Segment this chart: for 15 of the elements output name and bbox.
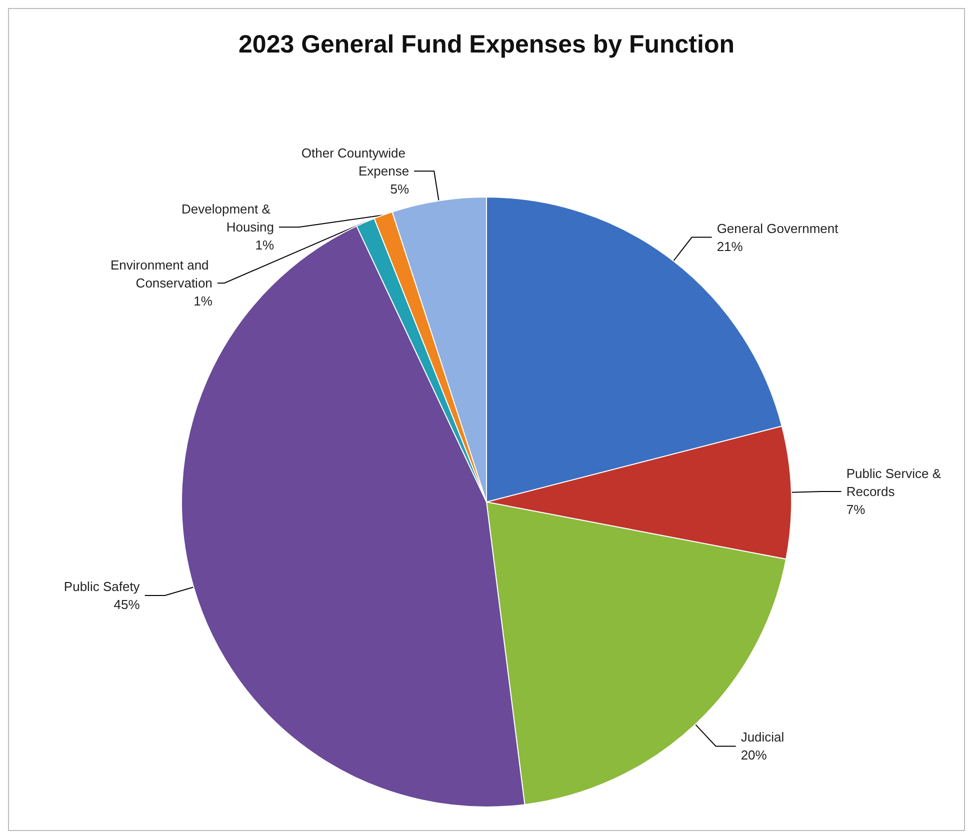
slice-label: Other Countywide Expense <box>301 146 410 179</box>
data-label: 21% <box>716 238 744 254</box>
slice-label: Environment and Conservation <box>110 258 212 291</box>
data-label: 7% <box>846 502 866 517</box>
data-label: 5% <box>390 182 410 197</box>
data-label: 45% <box>114 596 140 612</box>
slice-label: Public Service & Records <box>846 466 945 499</box>
slice-label: Public Safety <box>64 578 140 594</box>
data-label: 1% <box>255 238 274 253</box>
slice-label: Development & Housing <box>182 202 274 235</box>
data-label: 1% <box>194 294 213 309</box>
slice-label: General Government <box>716 220 839 236</box>
data-label: 20% <box>740 748 768 763</box>
slice-label: Judicial <box>740 730 784 745</box>
chart-title: 2023 General Fund Expenses by Function <box>238 30 734 58</box>
